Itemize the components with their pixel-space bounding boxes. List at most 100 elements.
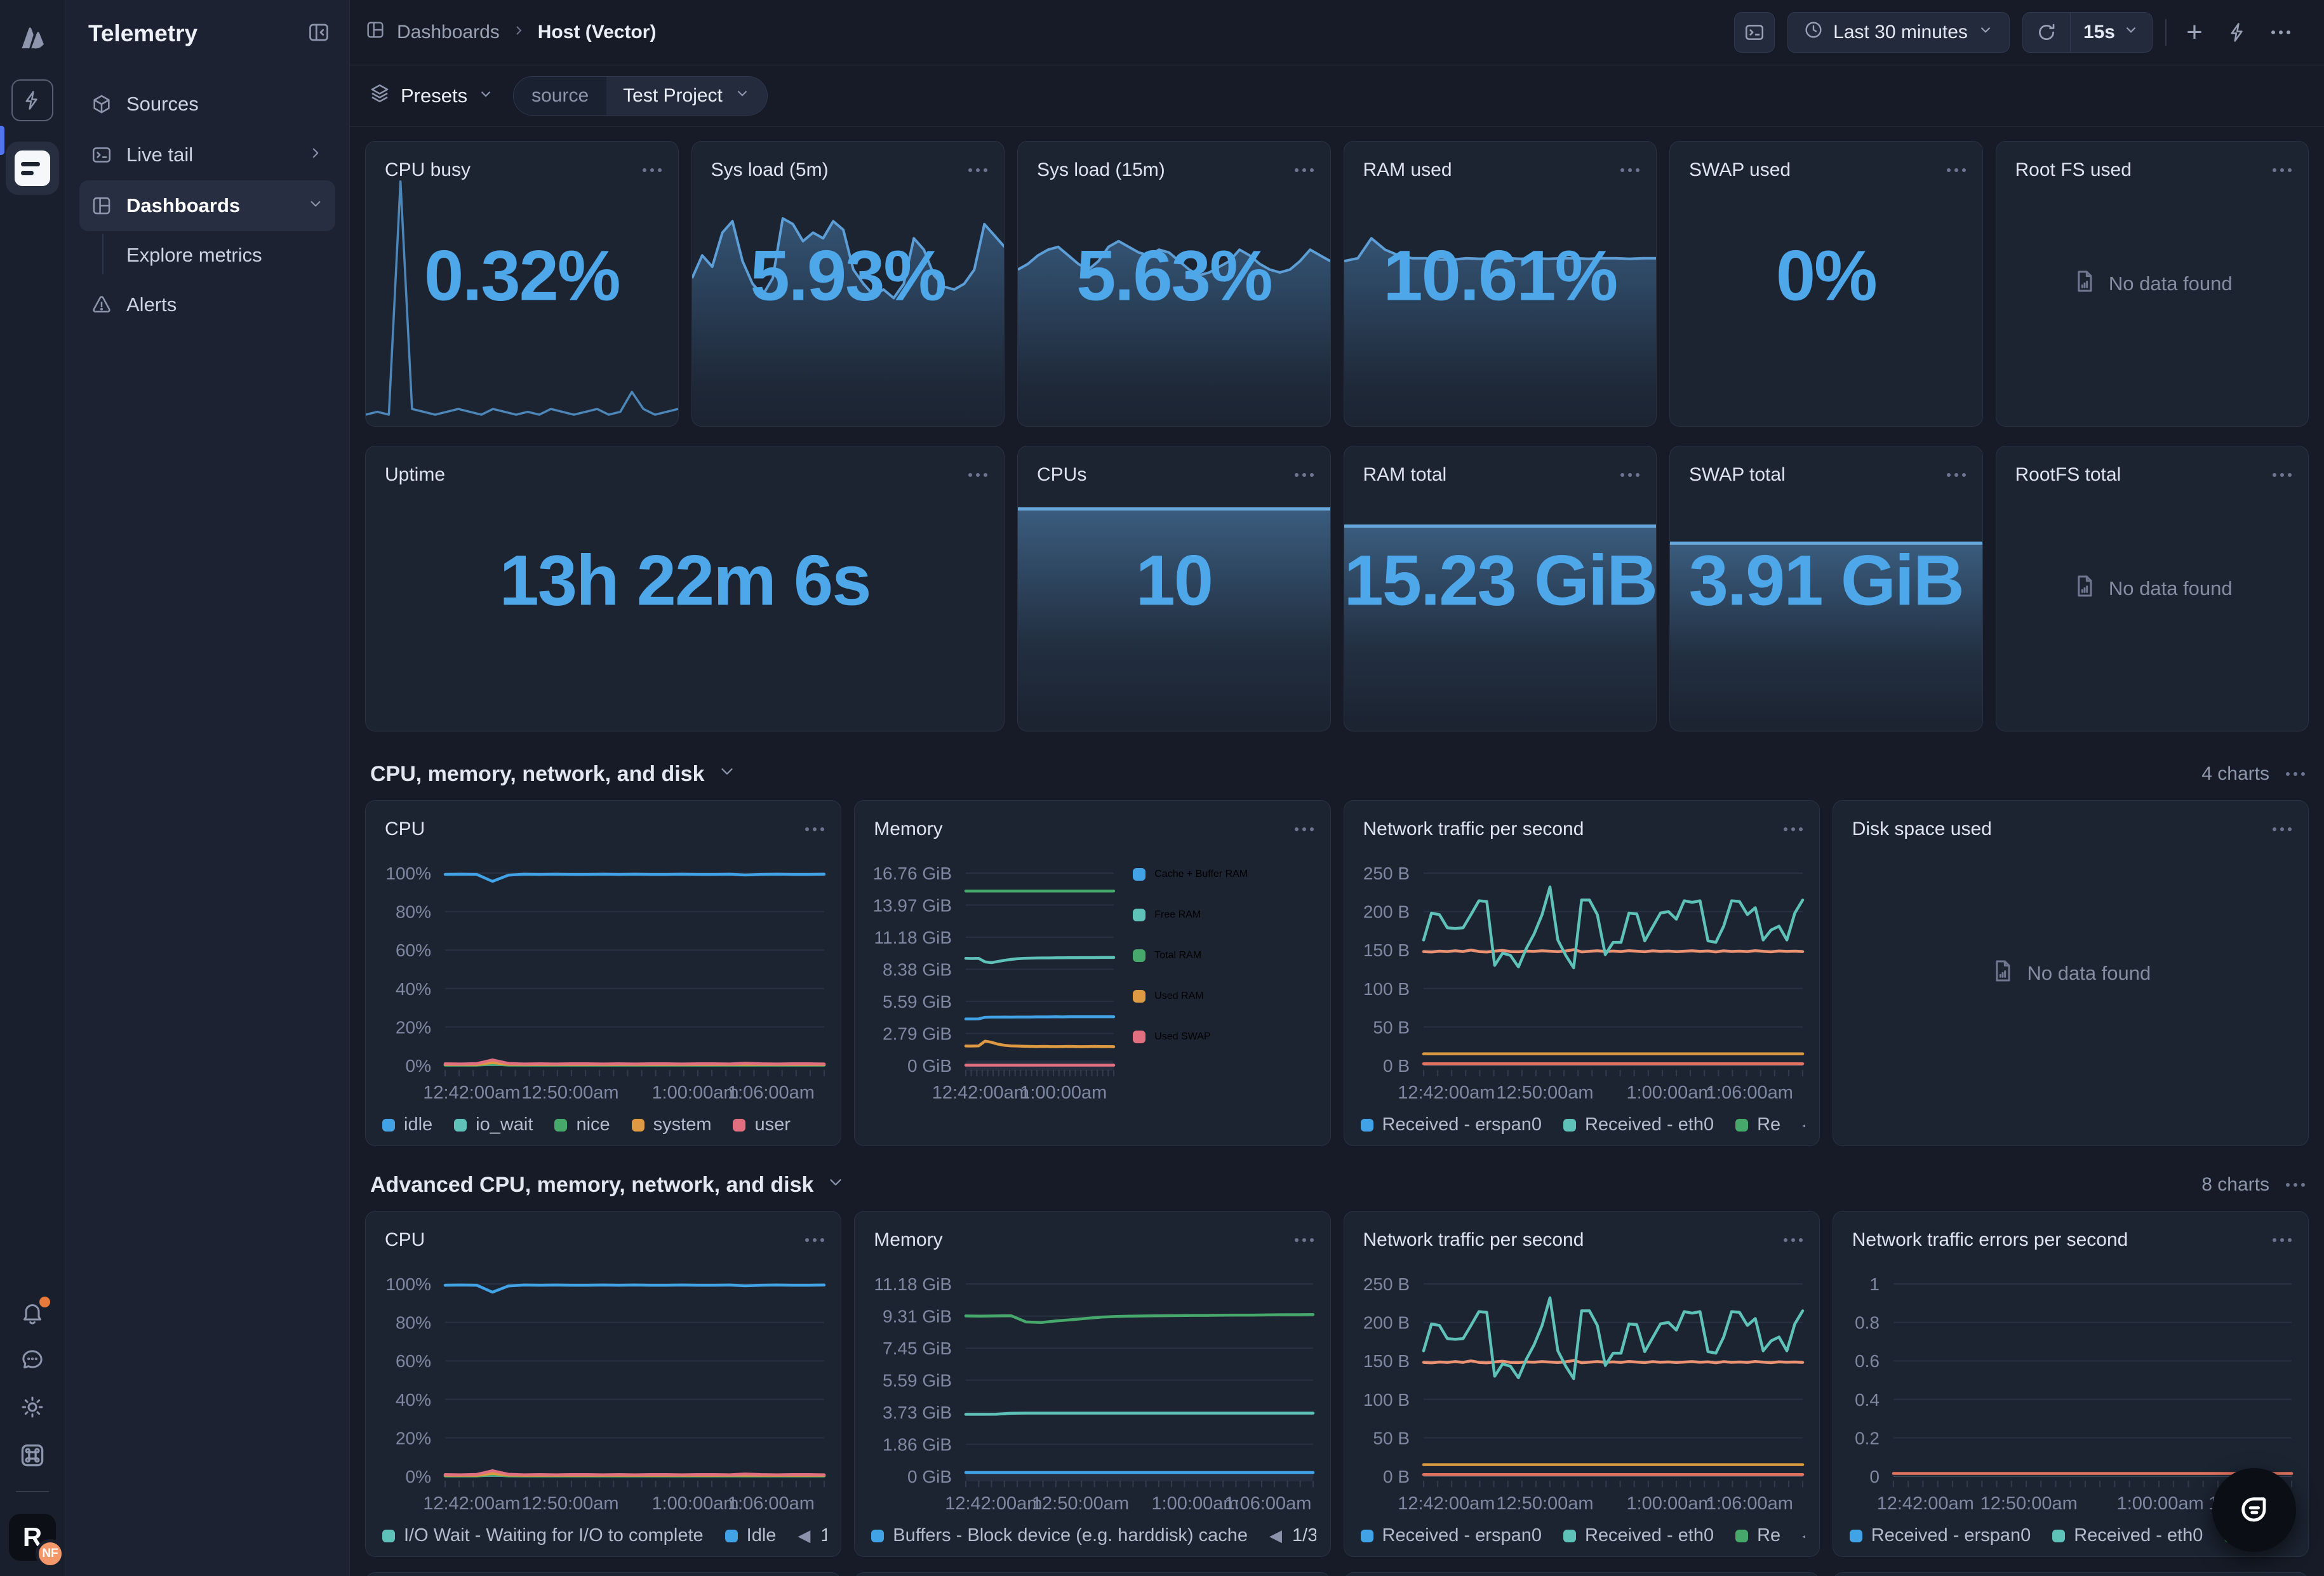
legend-item[interactable]: Re [1735,1525,1780,1546]
section-chart-grid: CPU100%80%60%40%20%0%12:42:00am12:50:00a… [365,1211,2309,1557]
stat-card: CPUs 10 [1017,446,1331,731]
sidebar-item-sources[interactable]: Sources [79,79,335,130]
card-menu-button[interactable] [1947,468,1966,482]
theme-sun-icon[interactable] [20,1394,45,1420]
legend-prev-icon[interactable]: ◀ [1802,1526,1805,1546]
card-menu-button[interactable] [1295,163,1314,177]
notifications-bell-icon[interactable] [20,1300,45,1326]
legend-item[interactable]: Idle [725,1525,777,1546]
card-menu-button[interactable] [1295,468,1314,482]
card-title: Root FS used [2015,159,2132,181]
legend-item[interactable]: Used RAM [1133,990,1318,1003]
chart-plot[interactable]: 250 B200 B150 B100 B50 B0 B12:42:00am12:… [1344,1256,1819,1517]
legend-item[interactable]: idle [382,1114,432,1135]
legend-swatch-icon [1133,990,1145,1003]
card-menu-button[interactable] [805,822,824,836]
legend-item[interactable]: Total RAM [1133,949,1318,962]
legend-item[interactable]: Cache + Buffer RAM [1133,868,1318,881]
telemetry-nav-button[interactable] [6,142,59,195]
flash-action-icon[interactable] [2222,22,2253,43]
betterstack-logo-icon[interactable] [15,18,50,57]
empty-doc-icon [2072,573,2097,604]
card-menu-button[interactable] [1784,822,1803,836]
sidebar-item-live-tail[interactable]: Live tail [79,130,335,180]
section-toggle[interactable]: CPU, memory, network, and disk [370,762,737,787]
more-options-button[interactable] [2266,30,2296,34]
stat-card: RootFS totalNo data found [1996,446,2309,731]
presets-dropdown[interactable]: Presets [369,83,494,109]
legend-item[interactable]: Used SWAP [1133,1031,1318,1043]
legend-item[interactable]: io_wait [454,1114,533,1135]
chart-plot[interactable]: 100%80%60%40%20%0%12:42:00am12:50:00am1:… [366,1256,841,1517]
card-menu-button[interactable] [2286,1178,2305,1192]
legend-item[interactable]: Received - eth0 [1563,1525,1714,1546]
legend-prev-icon[interactable]: ◀ [1269,1526,1282,1546]
legend-item[interactable]: Free RAM [1133,909,1318,921]
card-menu-button[interactable] [1784,1233,1803,1247]
card-menu-button[interactable] [1620,163,1639,177]
refresh-interval-button[interactable]: 15s [2071,13,2152,52]
user-avatar[interactable]: R NF [9,1514,56,1561]
chart-plot[interactable]: 16.76 GiB13.97 GiB11.18 GiB8.38 GiB5.59 … [855,845,1130,1106]
legend-page-indicator: 1/5 [820,1525,827,1546]
legend-item[interactable]: Received - erspan0 [1850,1525,2031,1546]
card-menu-button[interactable] [2286,767,2305,781]
card-menu-button[interactable] [1620,468,1639,482]
legend-item[interactable]: Received - erspan0 [1361,1525,1542,1546]
chevron-down-icon [734,85,751,107]
svg-text:150 B: 150 B [1363,940,1409,960]
chart-plot[interactable]: 11.18 GiB9.31 GiB7.45 GiB5.59 GiB3.73 Gi… [855,1256,1330,1517]
card-menu-button[interactable] [2273,468,2292,482]
shortcuts-command-icon[interactable] [18,1441,46,1469]
svg-text:250 B: 250 B [1363,1274,1409,1294]
legend-item[interactable]: system [632,1114,712,1135]
stat-value: 5.63% [1018,234,1330,316]
card-menu-button[interactable] [2273,163,2292,177]
messages-icon[interactable] [20,1347,45,1373]
legend-item[interactable]: Re [1735,1114,1780,1135]
legend-item[interactable]: nice [554,1114,610,1135]
support-chat-button[interactable] [2212,1468,2296,1552]
no-data-message: No data found [1996,446,2309,731]
sidebar-item-label: Alerts [126,293,177,316]
legend-prev-icon[interactable]: ◀ [1802,1115,1805,1135]
legend-prev-icon[interactable]: ◀ [798,1526,810,1546]
section-toggle[interactable]: Advanced CPU, memory, network, and disk [370,1173,845,1198]
collapse-sidebar-icon[interactable] [307,21,330,47]
chart-plot[interactable]: 250 B200 B150 B100 B50 B0 B12:42:00am12:… [1344,845,1819,1106]
flash-nav-button[interactable] [11,79,53,121]
refresh-button[interactable] [2023,13,2071,52]
chart-card: CPU100%80%60%40%20%0%12:42:00am12:50:00a… [365,1211,841,1557]
card-menu-button[interactable] [2273,822,2292,836]
sidebar-item-explore-metrics[interactable]: Explore metrics [79,231,335,279]
card-menu-button[interactable] [805,1233,824,1247]
legend-item[interactable]: Received - eth0 [2052,1525,2203,1546]
card-menu-button[interactable] [2273,1233,2292,1247]
card-menu-button[interactable] [968,468,987,482]
next-row-partial [365,1572,2309,1576]
legend-item[interactable]: Received - erspan0 [1361,1114,1542,1135]
source-filter[interactable]: source Test Project [513,76,768,116]
time-range-button[interactable]: Last 30 minutes [1787,12,2010,53]
sidebar-item-alerts[interactable]: Alerts [79,279,335,330]
legend-item[interactable]: Received - eth0 [1563,1114,1714,1135]
svg-text:12:42:00am: 12:42:00am [1398,1493,1495,1514]
card-menu-button[interactable] [1947,163,1966,177]
legend-item[interactable]: Buffers - Block device (e.g. harddisk) c… [871,1525,1248,1546]
sidebar-item-dashboards[interactable]: Dashboards [79,180,335,231]
breadcrumb-dashboards[interactable]: Dashboards [397,22,500,43]
legend-swatch-icon [454,1119,467,1132]
card-menu-button[interactable] [968,163,987,177]
live-tail-terminal-button[interactable] [1734,12,1775,53]
card-menu-button[interactable] [643,163,662,177]
legend-item[interactable]: user [733,1114,790,1135]
svg-text:9.31 GiB: 9.31 GiB [883,1307,952,1326]
card-menu-button[interactable] [1295,1233,1314,1247]
active-accent-bar [0,126,4,155]
card-title: CPU [385,818,425,840]
legend-item[interactable]: I/O Wait - Waiting for I/O to complete [382,1525,704,1546]
add-chart-button[interactable]: + [2179,18,2210,46]
card-menu-button[interactable] [1295,822,1314,836]
chart-plot[interactable]: 100%80%60%40%20%0%12:42:00am12:50:00am1:… [366,845,841,1106]
stat-card: CPU busy0.32% [365,141,679,427]
